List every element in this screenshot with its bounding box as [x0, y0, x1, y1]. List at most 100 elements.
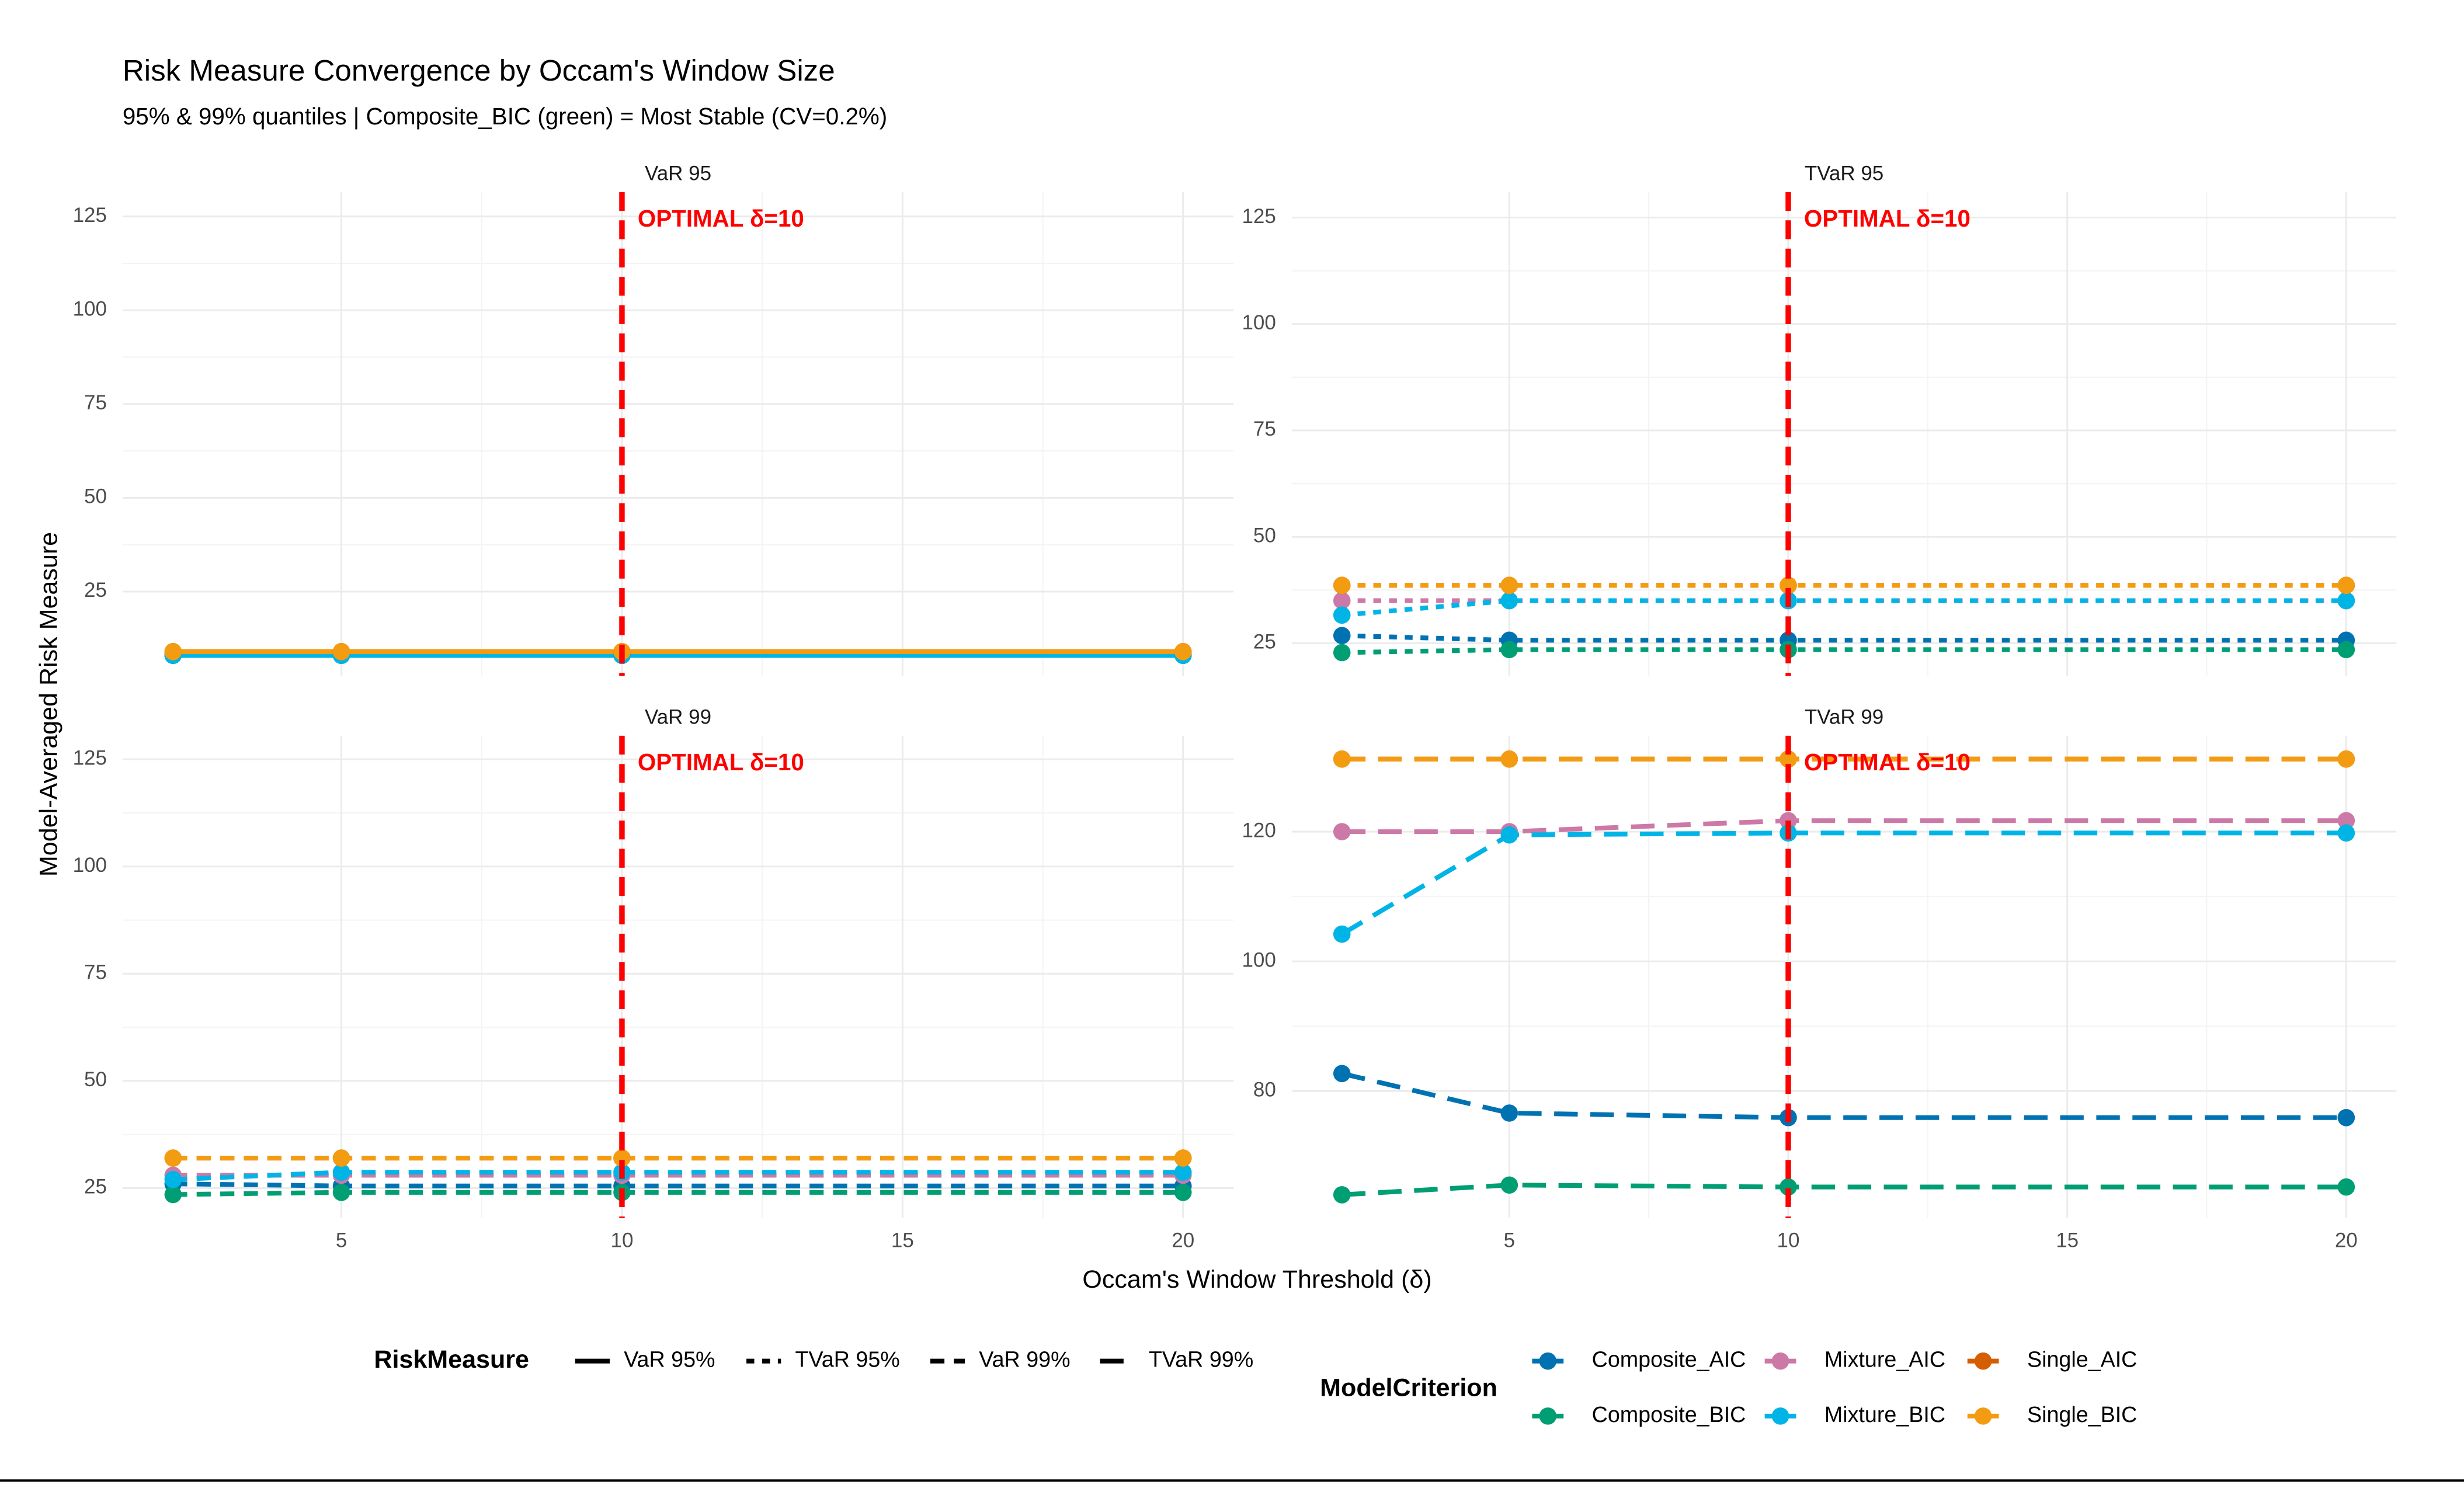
series-line	[1342, 598, 2347, 618]
data-point	[164, 643, 182, 660]
x-tick-label: 15	[2056, 1229, 2079, 1251]
data-point	[2337, 1108, 2355, 1127]
data-point	[332, 1149, 350, 1167]
data-point	[613, 1149, 631, 1167]
legend-label: TVaR 99%	[1149, 1347, 1253, 1372]
legend-label: Mixture_BIC	[1824, 1402, 1945, 1427]
y-tick-label: 125	[73, 204, 107, 227]
legend-key	[1974, 1352, 1992, 1370]
legend-key	[1771, 1407, 1789, 1425]
annotation: OPTIMAL δ=10	[638, 205, 804, 232]
data-point	[1500, 1104, 1518, 1122]
legend-label: Composite_AIC	[1592, 1347, 1746, 1372]
data-point	[332, 1184, 350, 1201]
legend-key	[1539, 1407, 1557, 1425]
data-point	[1500, 592, 1518, 610]
series-line	[173, 1181, 1183, 1188]
x-tick-label: 20	[1172, 1229, 1194, 1251]
data-point	[2337, 576, 2355, 594]
series-line	[1342, 647, 2347, 655]
x-tick-label: 5	[336, 1229, 347, 1251]
series-line	[173, 1170, 1183, 1182]
y-tick-label: 75	[84, 961, 107, 984]
series-line	[1342, 633, 2347, 643]
x-tick-label: 20	[2335, 1229, 2358, 1251]
y-tick-label: 75	[1253, 418, 1276, 440]
annotation: OPTIMAL δ=10	[638, 749, 804, 776]
data-point	[1500, 1176, 1518, 1194]
data-point	[1333, 576, 1351, 594]
data-point	[1333, 592, 1351, 610]
data-point	[2337, 750, 2355, 768]
series-line	[1342, 818, 2347, 835]
data-point	[332, 643, 350, 660]
data-point	[1333, 606, 1351, 624]
y-tick-label: 120	[1242, 819, 1276, 842]
panel-title: TVaR 99	[1805, 705, 1883, 728]
data-point	[1333, 1065, 1351, 1083]
data-point	[2337, 824, 2355, 842]
y-tick-label: 50	[84, 485, 107, 508]
legend-label: Single_BIC	[2027, 1402, 2137, 1427]
legend-label: VaR 95%	[624, 1347, 715, 1372]
y-tick-label: 100	[73, 297, 107, 320]
legend-title: ModelCriterion	[1320, 1374, 1497, 1402]
data-point	[1333, 925, 1351, 943]
legend-label: Mixture_AIC	[1824, 1347, 1945, 1372]
data-point	[164, 1185, 182, 1204]
series-line	[1341, 1071, 2347, 1120]
data-point	[1174, 1149, 1192, 1167]
y-tick-label: 100	[1242, 948, 1276, 971]
annotation: OPTIMAL δ=10	[1804, 749, 1970, 776]
x-tick-label: 15	[891, 1229, 914, 1251]
x-axis-label: Occam's Window Threshold (δ)	[1082, 1265, 1431, 1294]
legend-key	[1539, 1352, 1557, 1370]
legend-key	[1974, 1407, 1992, 1425]
data-point	[2337, 592, 2355, 610]
legend-label: TVaR 95%	[795, 1347, 899, 1372]
panel-title: VaR 99	[645, 705, 711, 728]
series-line	[173, 1190, 1183, 1197]
chart-title: Risk Measure Convergence by Occam's Wind…	[123, 54, 835, 87]
data-point	[164, 1170, 182, 1188]
data-point	[1780, 750, 1797, 768]
data-point	[1780, 1178, 1797, 1196]
x-tick-label: 5	[1504, 1229, 1515, 1251]
legend-label: Single_AIC	[2027, 1347, 2137, 1372]
data-point	[1333, 750, 1351, 768]
x-tick-label: 10	[611, 1229, 634, 1251]
data-point	[1333, 627, 1351, 645]
data-point	[332, 1163, 350, 1181]
legend-label: Composite_BIC	[1592, 1402, 1746, 1427]
data-point	[2337, 641, 2355, 659]
legend-key	[1771, 1352, 1789, 1370]
data-point	[1333, 823, 1351, 840]
y-tick-label: 25	[84, 1176, 107, 1198]
data-point	[1174, 1163, 1192, 1181]
chart-subtitle: 95% & 99% quantiles | Composite_BIC (gre…	[123, 103, 887, 130]
series-line	[1342, 1183, 2347, 1197]
legend-title: RiskMeasure	[374, 1346, 529, 1374]
y-tick-label: 25	[84, 579, 107, 602]
y-tick-label: 125	[1242, 205, 1276, 228]
y-tick-label: 100	[1242, 311, 1276, 334]
data-point	[1500, 826, 1518, 844]
panel-title: VaR 95	[645, 162, 711, 185]
y-axis-label: Model-Averaged Risk Measure	[34, 532, 62, 877]
y-tick-label: 50	[1253, 524, 1276, 547]
data-point	[1500, 576, 1518, 594]
annotation: OPTIMAL δ=10	[1804, 205, 1970, 232]
data-point	[2337, 812, 2355, 830]
y-tick-label: 100	[73, 854, 107, 877]
legend-label: VaR 99%	[979, 1347, 1070, 1372]
data-point	[1500, 641, 1518, 659]
data-point	[164, 1149, 182, 1167]
data-point	[1500, 750, 1518, 768]
y-tick-label: 50	[84, 1068, 107, 1091]
series-line	[1340, 830, 2347, 937]
x-tick-label: 10	[1777, 1229, 1800, 1251]
y-tick-label: 25	[1253, 631, 1276, 653]
data-point	[1333, 1186, 1351, 1204]
y-tick-label: 80	[1253, 1078, 1276, 1101]
